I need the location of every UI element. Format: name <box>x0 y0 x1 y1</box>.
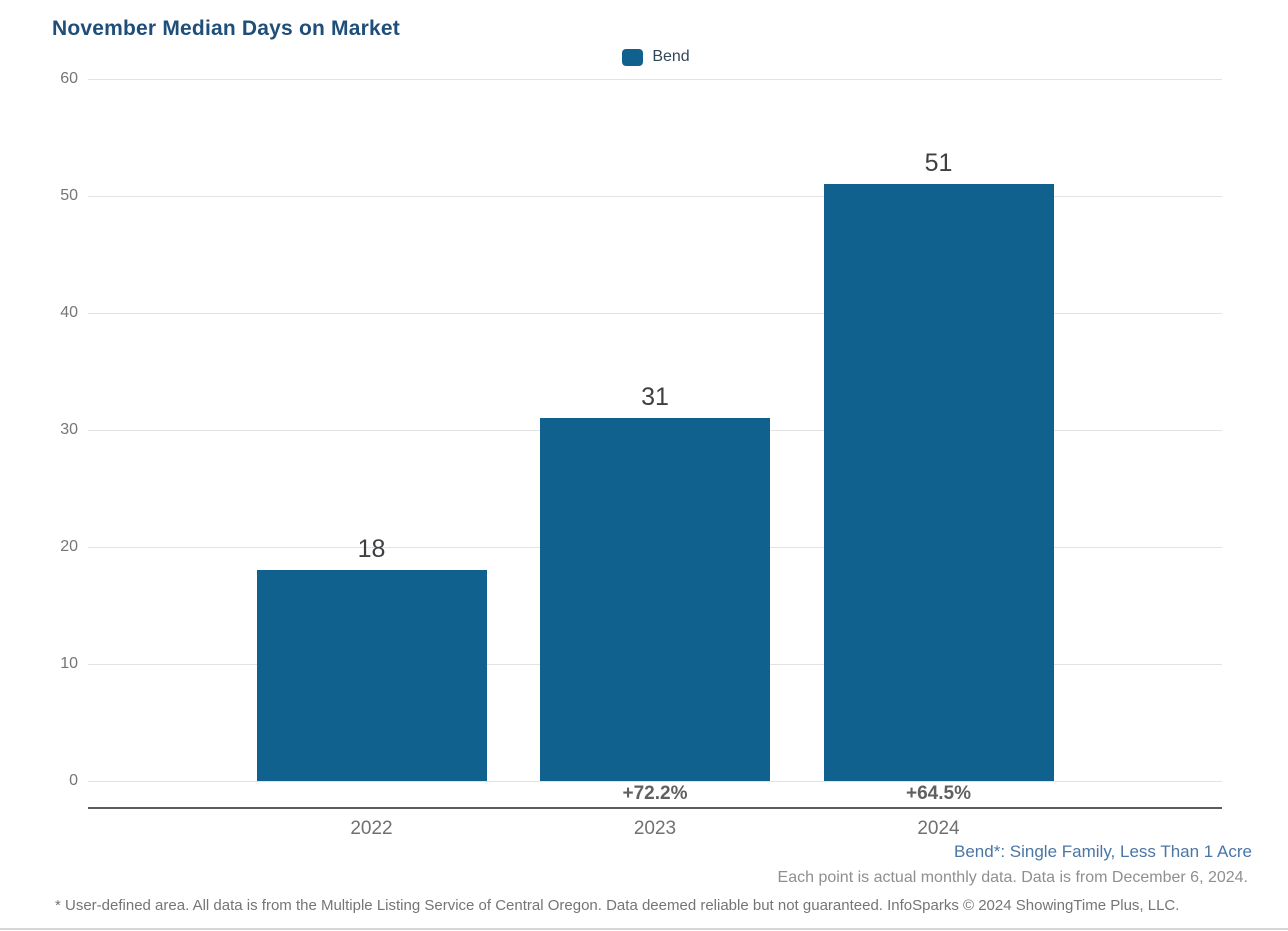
y-tick-label-40: 40 <box>60 304 78 321</box>
plot-area: 0 10 20 30 40 50 60 18 31 51 <box>60 71 1222 789</box>
gridline-50 <box>88 195 1222 197</box>
bar-value-label-2023: 31 <box>641 383 669 412</box>
y-tick-label-30: 30 <box>60 421 78 438</box>
y-tick-label-10: 10 <box>60 655 78 672</box>
footnote-data-note: Each point is actual monthly data. Data … <box>777 869 1248 886</box>
x-tick-label-2022: 2022 <box>350 818 393 839</box>
gridline-0 <box>88 780 1222 782</box>
bar-2024[interactable] <box>823 184 1054 781</box>
gridline-60 <box>88 78 1222 80</box>
pct-change-label-2024: +64.5% <box>906 783 971 804</box>
pct-change-label-2023: +72.2% <box>622 783 688 804</box>
x-tick-label-2024: 2024 <box>917 818 960 839</box>
y-tick-label-0: 0 <box>69 772 78 789</box>
y-tick-label-50: 50 <box>60 187 78 204</box>
chart-title: November Median Days on Market <box>52 17 400 40</box>
y-tick-label-60: 60 <box>60 70 78 87</box>
x-axis-line <box>88 807 1222 809</box>
bar-2023[interactable] <box>540 418 770 781</box>
bottom-divider <box>0 928 1288 930</box>
gridline-40 <box>88 312 1222 314</box>
legend-item-bend[interactable]: Bend <box>622 48 690 66</box>
x-tick-label-2023: 2023 <box>633 818 677 839</box>
bar-value-label-2024: 51 <box>924 149 953 178</box>
bar-value-label-2022: 18 <box>357 535 386 564</box>
footnote-disclaimer: * User-defined area. All data is from th… <box>55 897 1180 914</box>
bar-2022[interactable] <box>256 570 487 781</box>
chart-legend: Bend <box>12 48 1288 66</box>
y-tick-label-20: 20 <box>60 538 78 555</box>
legend-label: Bend <box>652 48 690 65</box>
footnote-series-definition: Bend*: Single Family, Less Than 1 Acre <box>954 842 1252 861</box>
legend-swatch-icon <box>622 48 644 66</box>
